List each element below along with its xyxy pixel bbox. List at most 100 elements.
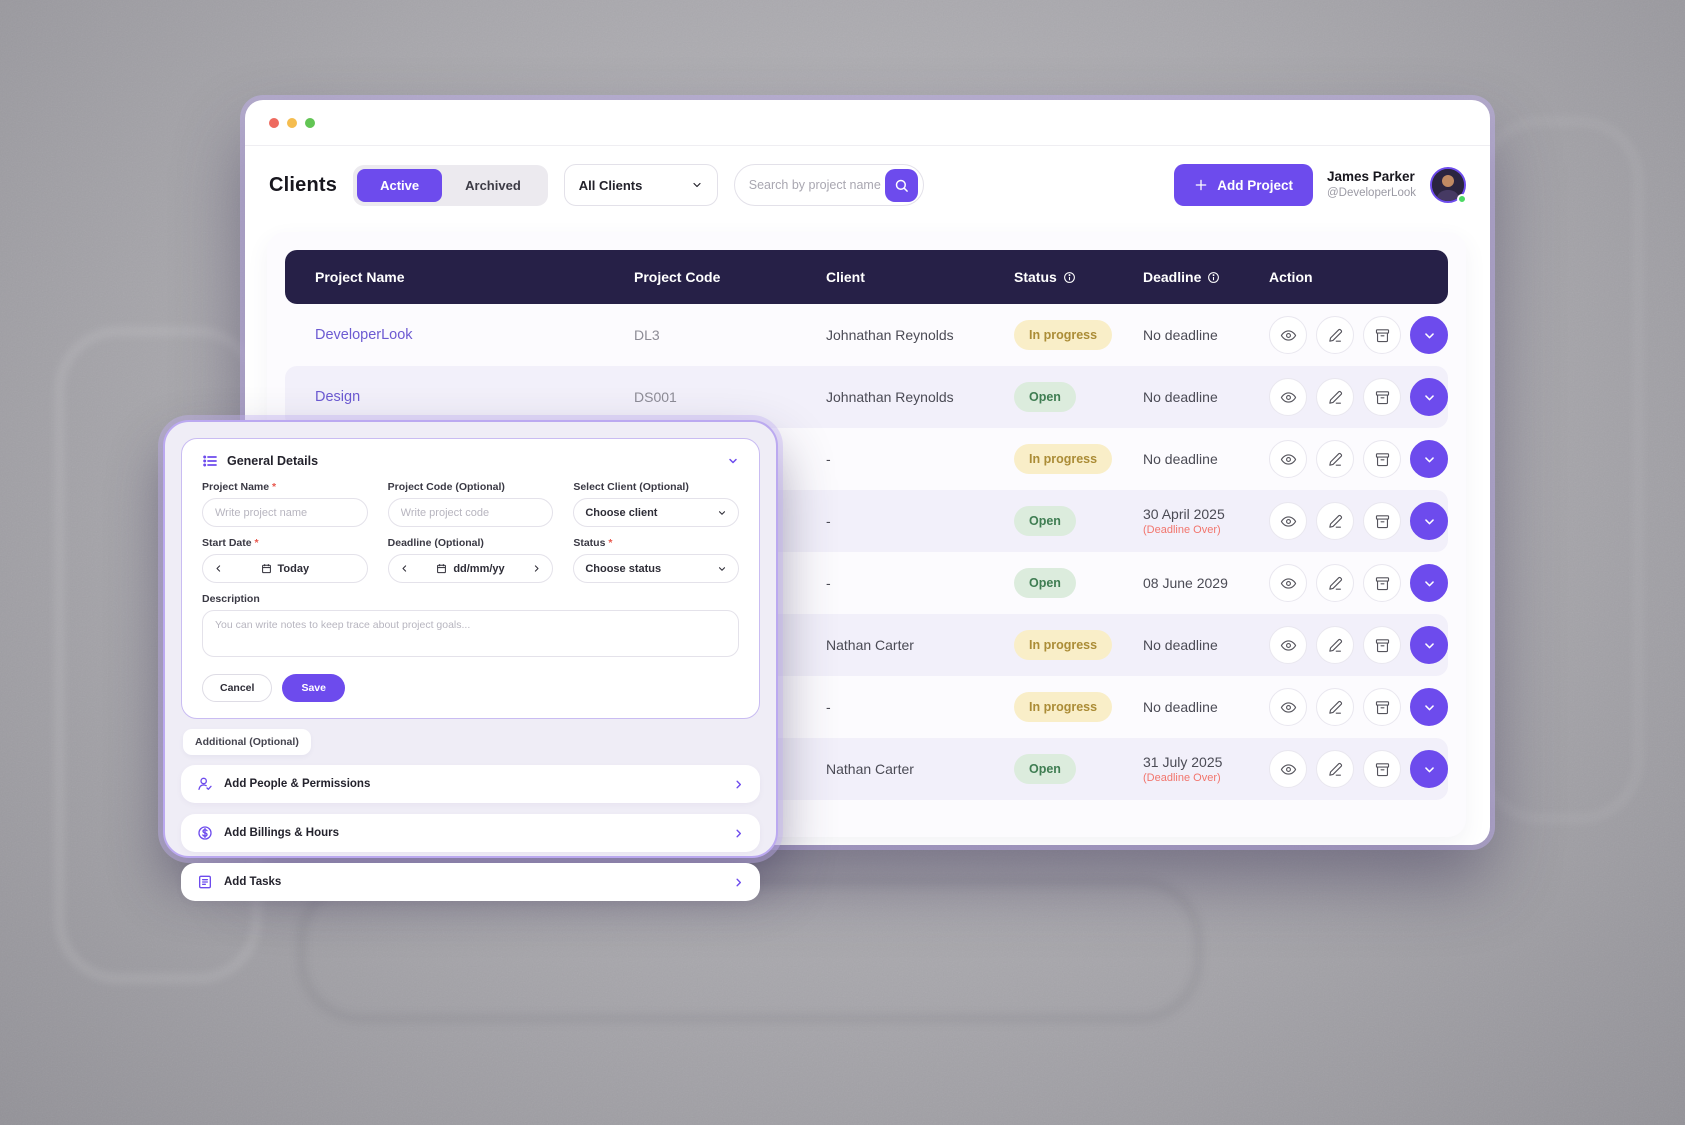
table-row[interactable]: Design DS001 Johnathan Reynolds Open No … [285, 366, 1448, 428]
add-project-button[interactable]: Add Project [1174, 164, 1313, 206]
archive-button[interactable] [1363, 564, 1401, 602]
project-code-input[interactable] [387, 498, 554, 527]
search-icon [895, 179, 908, 192]
general-details-form: Project Name * Project Code (Optional) S… [202, 481, 739, 583]
edit-button[interactable] [1316, 688, 1354, 726]
add-tasks-section[interactable]: Add Tasks [181, 863, 760, 901]
tab-active[interactable]: Active [357, 168, 443, 202]
edit-button[interactable] [1316, 750, 1354, 788]
status-label: Status * [573, 537, 613, 549]
project-name-cell[interactable]: Design [315, 389, 361, 405]
view-button[interactable] [1269, 750, 1307, 788]
chevron-left-icon[interactable] [400, 564, 409, 573]
expand-row-button[interactable] [1410, 440, 1448, 478]
view-button[interactable] [1269, 688, 1307, 726]
row-actions [1269, 440, 1448, 478]
client-cell: - [826, 451, 831, 467]
minimize-window-icon[interactable] [287, 117, 297, 128]
expand-row-button[interactable] [1410, 564, 1448, 602]
column-project-name: Project Name [315, 269, 405, 285]
edit-button[interactable] [1316, 502, 1354, 540]
status-badge: Open [1014, 754, 1076, 784]
expand-row-button[interactable] [1410, 688, 1448, 726]
status-badge: In progress [1014, 630, 1113, 660]
pencil-icon [1328, 514, 1342, 528]
client-select[interactable]: Choose client [573, 498, 739, 527]
chevron-down-icon [1424, 704, 1434, 710]
chevron-down-icon[interactable] [727, 455, 739, 467]
expand-row-button[interactable] [1410, 626, 1448, 664]
row-actions [1269, 316, 1448, 354]
add-billings-hours-section[interactable]: Add Billings & Hours [181, 814, 760, 852]
info-icon[interactable] [1063, 271, 1076, 284]
view-button[interactable] [1269, 502, 1307, 540]
cancel-button[interactable]: Cancel [202, 674, 273, 702]
edit-button[interactable] [1316, 440, 1354, 478]
view-button[interactable] [1269, 564, 1307, 602]
deadline-text: No deadline [1143, 699, 1218, 715]
plus-icon [1195, 179, 1207, 191]
expand-row-button[interactable] [1410, 502, 1448, 540]
deadline-over-note: (Deadline Over) [1143, 772, 1221, 784]
toolbar-right: Add Project James Parker @DeveloperLook [1174, 164, 1467, 206]
toolbar: Clients Active Archived All Clients Add … [245, 146, 1490, 224]
project-name-input[interactable] [202, 498, 368, 527]
general-details-header[interactable]: General Details [202, 453, 739, 469]
expand-row-button[interactable] [1410, 316, 1448, 354]
user-name: James Parker [1326, 169, 1415, 185]
pencil-icon [1328, 700, 1342, 714]
client-filter-dropdown[interactable]: All Clients [563, 164, 718, 206]
search-button[interactable] [884, 168, 918, 202]
add-people-permissions-section[interactable]: Add People & Permissions [181, 765, 760, 803]
deadline-text: 30 April 2025 [1143, 506, 1225, 522]
status-select[interactable]: Choose status [573, 554, 739, 583]
start-date-picker[interactable]: Today [202, 554, 368, 583]
archive-button[interactable] [1363, 750, 1401, 788]
search-input[interactable] [748, 178, 885, 192]
pencil-icon [1328, 328, 1342, 342]
archive-icon [1375, 638, 1389, 652]
column-status: Status [1014, 269, 1143, 285]
info-icon[interactable] [1207, 271, 1220, 284]
archive-button[interactable] [1363, 688, 1401, 726]
archive-button[interactable] [1363, 378, 1401, 416]
chevron-left-icon[interactable] [214, 564, 223, 573]
pencil-icon [1328, 452, 1342, 466]
archive-button[interactable] [1363, 502, 1401, 540]
tab-archived[interactable]: Archived [442, 169, 544, 202]
edit-button[interactable] [1316, 316, 1354, 354]
archive-button[interactable] [1363, 440, 1401, 478]
archive-icon [1375, 328, 1389, 342]
archive-icon [1375, 452, 1389, 466]
view-button[interactable] [1269, 316, 1307, 354]
archive-button[interactable] [1363, 626, 1401, 664]
project-name-cell[interactable]: DeveloperLook [315, 327, 413, 343]
row-actions [1269, 626, 1448, 664]
deadline-picker[interactable]: dd/mm/yy [387, 554, 554, 583]
maximize-window-icon[interactable] [305, 117, 315, 128]
chevron-right-icon[interactable] [532, 564, 541, 573]
archive-button[interactable] [1363, 316, 1401, 354]
view-button[interactable] [1269, 440, 1307, 478]
active-archived-toggle: Active Archived [353, 164, 548, 206]
edit-button[interactable] [1316, 564, 1354, 602]
deadline-text: No deadline [1143, 451, 1218, 467]
description-textarea[interactable] [202, 610, 739, 657]
edit-button[interactable] [1316, 378, 1354, 416]
deadline-text: No deadline [1143, 637, 1218, 653]
table-row[interactable]: DeveloperLook DL3 Johnathan Reynolds In … [285, 304, 1448, 366]
row-actions [1269, 688, 1448, 726]
client-cell: Johnathan Reynolds [826, 389, 954, 405]
user-avatar[interactable] [1430, 167, 1467, 204]
project-code-cell: DL3 [634, 327, 660, 343]
column-deadline: Deadline [1143, 269, 1269, 285]
edit-button[interactable] [1316, 626, 1354, 664]
expand-row-button[interactable] [1410, 378, 1448, 416]
view-button[interactable] [1269, 378, 1307, 416]
save-button[interactable]: Save [282, 674, 345, 702]
close-window-icon[interactable] [269, 117, 279, 128]
expand-row-button[interactable] [1410, 750, 1448, 788]
eye-icon [1280, 577, 1296, 589]
status-badge: Open [1014, 382, 1076, 412]
view-button[interactable] [1269, 626, 1307, 664]
